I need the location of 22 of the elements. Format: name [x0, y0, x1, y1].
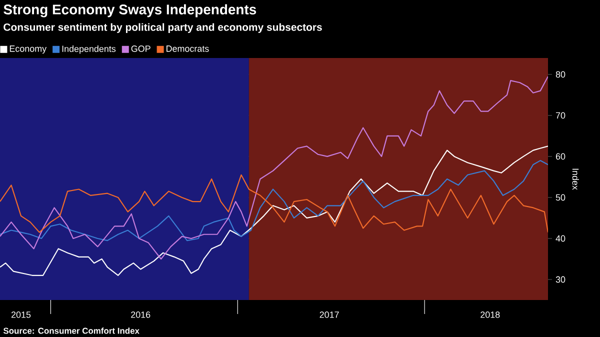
chart-title: Strong Economy Sways Independents — [4, 4, 256, 18]
line-series — [0, 174, 548, 233]
x-tick-label: 2017 — [320, 312, 339, 318]
y-tick-label: 80 — [556, 71, 566, 78]
line-series — [0, 76, 548, 260]
line-series — [0, 146, 548, 276]
y-tick-label: 50 — [556, 194, 566, 201]
source-note: Source: Consumer Comfort Index — [3, 328, 140, 334]
y-tick-label: 30 — [556, 276, 566, 283]
y-tick-label: 60 — [556, 153, 566, 160]
legend-label: Economy — [10, 46, 47, 54]
y-tick-label: 40 — [556, 235, 566, 242]
y-tick-label: 70 — [556, 112, 566, 119]
chart-subtitle: Consumer sentiment by political party and economy subsectors — [4, 23, 322, 33]
legend-label: GOP — [131, 46, 150, 52]
line-series — [0, 160, 548, 242]
x-tick-label: 2018 — [480, 312, 500, 318]
y-axis-title: Index — [572, 168, 579, 190]
x-tick-label: 2015 — [11, 312, 31, 318]
legend-label: Independents — [62, 45, 116, 54]
legend-label: Democrats — [166, 46, 209, 52]
x-tick-label: 2016 — [131, 312, 150, 318]
